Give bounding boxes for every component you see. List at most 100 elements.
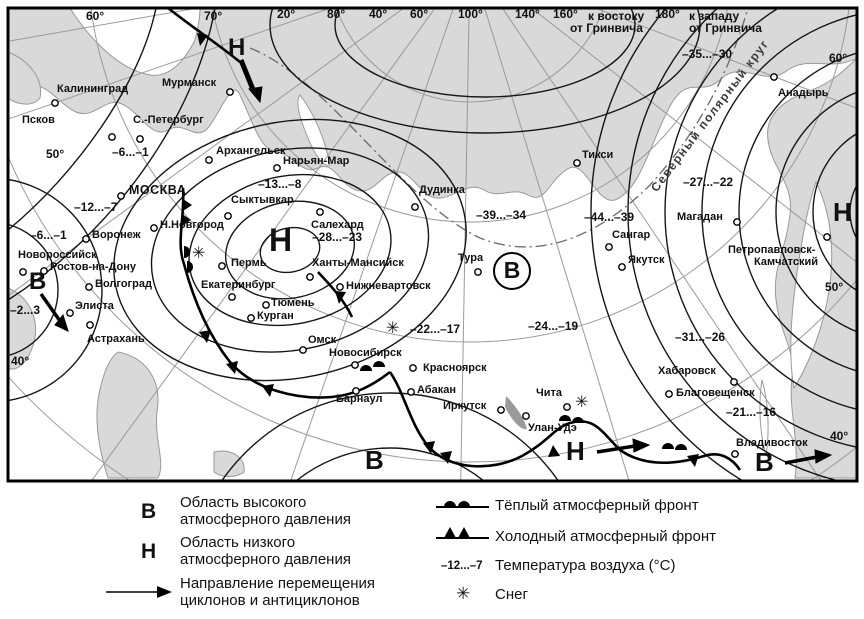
city-label: Якутск — [628, 254, 665, 266]
legend-low-label: Область низкого атмосферного давления — [180, 534, 351, 568]
city-markers — [19, 73, 831, 458]
city-label-line2: Камчатский — [754, 255, 818, 268]
pressure-center-low: Н — [833, 197, 852, 227]
legend-low-line1: Область низкого — [180, 534, 296, 551]
city-label: Астрахань — [87, 333, 145, 345]
city-label: Воронеж — [92, 229, 141, 241]
grid-label: 60° — [410, 7, 429, 21]
snow-icon: ✳ — [192, 245, 206, 262]
city-label: Омск — [308, 334, 337, 346]
legend-snow-label: Снег — [495, 586, 528, 603]
legend-direction-line2: циклонов и антициклонов — [180, 591, 360, 609]
legend-high-label: Область высокого атмосферного давления — [180, 494, 351, 528]
city-label: Нарьян-Мар — [283, 155, 350, 167]
temperature-label: –28...–23 — [312, 230, 363, 244]
city-label: Н.Новгород — [160, 219, 224, 231]
temperature-label: –21...–16 — [726, 405, 777, 419]
city-label: Салехард — [311, 219, 364, 231]
legend-symbols — [106, 501, 489, 598]
pressure-center-low: Н — [269, 222, 293, 258]
temperature-label: –2...3 — [10, 303, 41, 317]
temperature-label: –22...–17 — [410, 322, 461, 336]
grid-label: к западу — [689, 9, 740, 23]
legend-high-line1: Область высокого — [180, 494, 307, 511]
pressure-center-high-circled: В — [493, 252, 531, 290]
grid-label: 100° — [458, 7, 483, 21]
city-label: Новосибирск — [329, 347, 402, 359]
city-label: Барнаул — [336, 393, 383, 405]
grid-label: 20° — [277, 7, 296, 21]
grid-label: 50° — [46, 147, 65, 161]
city-label: Улан-Удэ — [528, 422, 577, 434]
city-label: Сангар — [612, 229, 651, 241]
front-symbols — [182, 33, 699, 467]
legend-cold-front-label: Холодный атмосферный фронт — [495, 528, 717, 545]
grid-label: 140° — [515, 7, 540, 21]
grid-label: от Гринвича — [570, 21, 643, 35]
grid-label: 40° — [369, 7, 388, 21]
snow-icon: ✳ — [386, 320, 400, 337]
city-label: Новороссийск — [18, 249, 97, 261]
city-label: Магадан — [677, 211, 723, 223]
city-label: Владивосток — [736, 437, 808, 449]
city-label: Архангельск — [216, 145, 286, 157]
temperature-label: –44...–39 — [584, 210, 635, 224]
temperature-label: –6...–1 — [112, 145, 149, 159]
legend-low-line2: атмосферного давления — [180, 550, 351, 568]
movement-arrows — [39, 59, 833, 465]
city-label: Волгоград — [95, 278, 152, 290]
city-label: Ханты-Мансийск — [312, 257, 404, 269]
snow-icon: ✳ — [575, 394, 589, 411]
city-label: Элиста — [75, 300, 114, 312]
grid-label: 70° — [204, 9, 223, 23]
grid-label: к востоку — [588, 9, 645, 23]
city-label: Дудинка — [419, 184, 465, 196]
city-label: Псков — [22, 114, 55, 126]
city-label: Анадырь — [778, 87, 829, 99]
city-label-capital: МОСКВА — [129, 183, 187, 197]
city-label: С.-Петербург — [133, 114, 204, 126]
grid-label: 60° — [86, 9, 105, 23]
city-label: Тура — [458, 252, 484, 264]
temperature-label: –35...–30 — [682, 47, 733, 61]
city-label: Иркутск — [443, 400, 487, 412]
temperature-label: –39...–34 — [476, 208, 527, 222]
city-label: Тикси — [582, 149, 614, 161]
pressure-center-high: В — [29, 268, 47, 295]
legend-high-symbol: В — [141, 500, 157, 523]
pressure-center-low: Н — [228, 34, 246, 61]
temperature-label: –24...–19 — [528, 319, 579, 333]
legend-warm-front-label: Тёплый атмосферный фронт — [495, 497, 699, 514]
pressure-center-high: В — [365, 445, 384, 475]
city-label: Петропавловск- Камчатский — [728, 244, 818, 268]
legend-direction-arrow — [157, 586, 172, 598]
city-label: Абакан — [417, 384, 456, 396]
city-label: Екатеринбург — [201, 279, 276, 291]
temperature-label: –31...–26 — [675, 330, 726, 344]
temperature-label: –13...–8 — [258, 177, 302, 191]
legend-temperature-symbol: –12...–7 — [441, 560, 483, 572]
city-label: Калининград — [57, 83, 129, 95]
grid-label: 180° — [655, 7, 680, 21]
city-label: Ростов-на-Дону — [50, 261, 137, 273]
legend-direction-line1: Направление перемещения — [180, 575, 375, 592]
grid-label: 60° — [829, 51, 848, 65]
city-label: Курган — [257, 310, 294, 322]
city-label: Чита — [536, 387, 562, 399]
grid-label: 80° — [327, 7, 346, 21]
grid-label: от Гринвича — [689, 21, 762, 35]
legend-high-line2: атмосферного давления — [180, 510, 351, 528]
city-label: Красноярск — [423, 362, 487, 374]
legend-direction-label: Направление перемещения циклонов и антиц… — [180, 575, 375, 609]
grid-label: 50° — [825, 280, 844, 294]
pressure-center-low: Н — [566, 436, 585, 466]
city-label: Пермь — [231, 257, 267, 269]
city-label: Благовещенск — [676, 387, 755, 399]
city-label: Сыктывкар — [231, 194, 294, 206]
legend-snow-icon: ✳ — [456, 584, 471, 603]
temperature-label: –27...–22 — [683, 175, 734, 189]
city-label-line1: Петропавловск- — [728, 244, 816, 256]
